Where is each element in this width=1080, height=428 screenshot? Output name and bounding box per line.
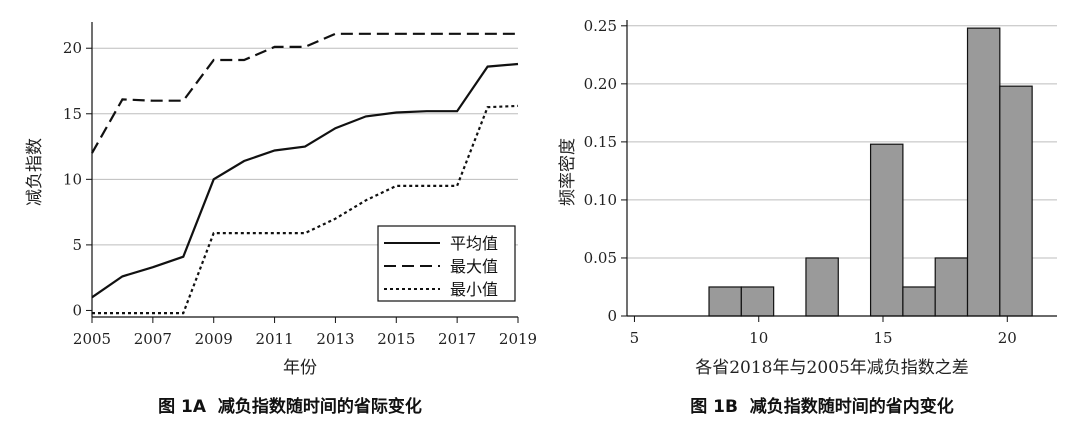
histogram-bar bbox=[740, 286, 775, 317]
histogram-bar bbox=[934, 257, 969, 317]
panel-a-axes bbox=[86, 22, 519, 323]
histogram-bar bbox=[805, 257, 839, 317]
legend-label-max: 最大值 bbox=[450, 257, 498, 276]
legend-label-min: 最小值 bbox=[450, 280, 498, 299]
x-tick-label: 10 bbox=[749, 329, 768, 347]
y-tick-label: 10 bbox=[63, 170, 82, 188]
y-tick-label: 20 bbox=[63, 39, 82, 57]
histogram-bar bbox=[902, 286, 936, 317]
histogram-bar bbox=[999, 85, 1033, 317]
series-line-mean bbox=[91, 62, 519, 299]
y-tick-label: 0.20 bbox=[584, 75, 617, 93]
y-tick-label: 0 bbox=[607, 307, 617, 325]
panel-a-tick-labels: 0 5 10 15 20 2005 2007 2009 2011 2013 2015 2017 2019 bbox=[63, 39, 537, 348]
y-tick-label: 5 bbox=[72, 236, 82, 254]
y-tick-label: 0.25 bbox=[584, 17, 617, 35]
x-tick-label: 2011 bbox=[255, 330, 293, 348]
x-tick-label: 2015 bbox=[377, 330, 415, 348]
x-tick-label: 2013 bbox=[316, 330, 354, 348]
panel-b-chart: 0 0.05 0.10 0.15 0.20 0.25 5 10 15 20 频率密度 各省2018… bbox=[558, 17, 1057, 417]
panel-b-y-axis-title: 频率密度 bbox=[558, 138, 578, 206]
x-tick-label: 20 bbox=[998, 329, 1017, 347]
x-tick-label: 2017 bbox=[438, 330, 476, 348]
y-tick-label: 0 bbox=[72, 301, 82, 319]
y-tick-label: 0.05 bbox=[584, 249, 617, 267]
panel-a-series bbox=[91, 32, 519, 315]
panel-a-x-axis-title: 年份 bbox=[283, 358, 317, 378]
y-tick-label: 15 bbox=[63, 105, 82, 123]
x-tick-label: 2019 bbox=[499, 330, 537, 348]
panel-a-chart: 0 5 10 15 20 2005 2007 2009 2011 2013 2015 2017 2019… bbox=[25, 22, 537, 417]
histogram-bar bbox=[708, 286, 742, 317]
panel-b-bars bbox=[708, 27, 1033, 317]
y-tick-label: 0.15 bbox=[584, 133, 617, 151]
series-line-max bbox=[91, 32, 518, 154]
x-tick-label: 2007 bbox=[134, 330, 172, 348]
histogram-bar bbox=[966, 27, 1001, 317]
panel-a-legend: 平均值 最大值 最小值 bbox=[377, 225, 516, 302]
x-tick-label: 5 bbox=[630, 329, 640, 347]
x-tick-label: 15 bbox=[873, 329, 892, 347]
y-tick-label: 0.10 bbox=[584, 191, 617, 209]
panel-b-axes bbox=[621, 20, 1057, 322]
series-line-min bbox=[92, 104, 519, 315]
x-tick-label: 2005 bbox=[73, 330, 111, 348]
histogram-bar bbox=[869, 143, 904, 317]
panel-a-y-axis-title: 减负指数 bbox=[25, 138, 45, 206]
panel-a-caption: 图 1A 减负指数随时间的省际变化 bbox=[158, 396, 422, 417]
panel-b-x-axis-title: 各省2018年与2005年减负指数之差 bbox=[695, 358, 969, 378]
legend-label-mean: 平均值 bbox=[450, 234, 498, 253]
panel-b-caption: 图 1B 减负指数随时间的省内变化 bbox=[690, 396, 954, 417]
legend-box bbox=[377, 225, 516, 302]
x-tick-label: 2009 bbox=[195, 330, 233, 348]
panel-b-tick-labels: 0 0.05 0.10 0.15 0.20 0.25 5 10 15 20 bbox=[584, 17, 1017, 347]
